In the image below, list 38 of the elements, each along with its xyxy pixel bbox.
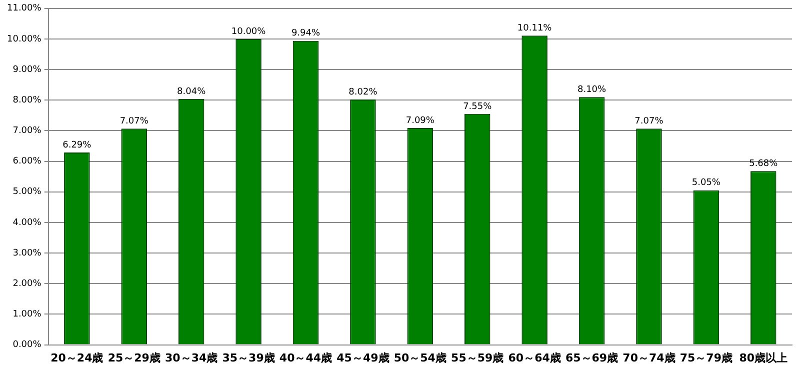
x-tick-label: 40～44歳	[279, 351, 332, 364]
data-label: 8.10%	[577, 84, 607, 95]
data-label: 10.00%	[231, 26, 266, 37]
x-tick-label: 30～34歳	[165, 351, 218, 364]
x-tick-label: 45～49歳	[336, 351, 390, 364]
x-tick-label: 25～29歳	[108, 351, 160, 364]
data-label: 7.55%	[463, 102, 492, 112]
data-label: 8.04%	[177, 86, 206, 97]
y-tick-label: 10.00%	[6, 34, 42, 44]
y-tick-label: 11.00%	[6, 4, 42, 14]
data-label: 7.07%	[634, 116, 664, 126]
x-tick-label: 65～69歳	[565, 351, 618, 364]
data-label: 5.05%	[692, 178, 721, 188]
data-label: 8.02%	[348, 87, 378, 98]
x-tick-label: 55～59歳	[451, 351, 504, 364]
x-tick-label: 70～74歳	[622, 351, 676, 364]
y-tick-label: 7.00%	[12, 126, 42, 136]
data-label: 6.29%	[62, 140, 92, 150]
y-tick-label: 1.00%	[12, 310, 42, 320]
data-label: 7.09%	[406, 116, 435, 126]
x-tick-label: 60～64歳	[508, 351, 561, 364]
data-label: 7.07%	[120, 116, 149, 126]
y-tick-label: 2.00%	[12, 278, 42, 289]
x-tick-label: 75～79歳	[680, 351, 733, 364]
y-tick-label: 9.00%	[12, 64, 42, 75]
data-label: 9.94%	[291, 28, 320, 39]
y-tick-label: 4.00%	[12, 218, 42, 228]
y-tick-label: 3.00%	[12, 248, 42, 258]
y-tick-label: 5.00%	[12, 187, 42, 198]
x-tick-label: 20～24歳	[50, 351, 104, 364]
y-tick-label: 6.00%	[12, 156, 42, 167]
x-tick-label: 35～39歳	[222, 351, 275, 364]
data-label: 10.11%	[517, 23, 552, 34]
y-tick-label: 8.00%	[12, 95, 42, 106]
data-label: 5.68%	[749, 158, 778, 169]
x-tick-label: 50～54歳	[394, 351, 446, 364]
y-tick-label: 0.00%	[12, 340, 42, 350]
x-tick-label: 80歳以上	[739, 351, 788, 364]
